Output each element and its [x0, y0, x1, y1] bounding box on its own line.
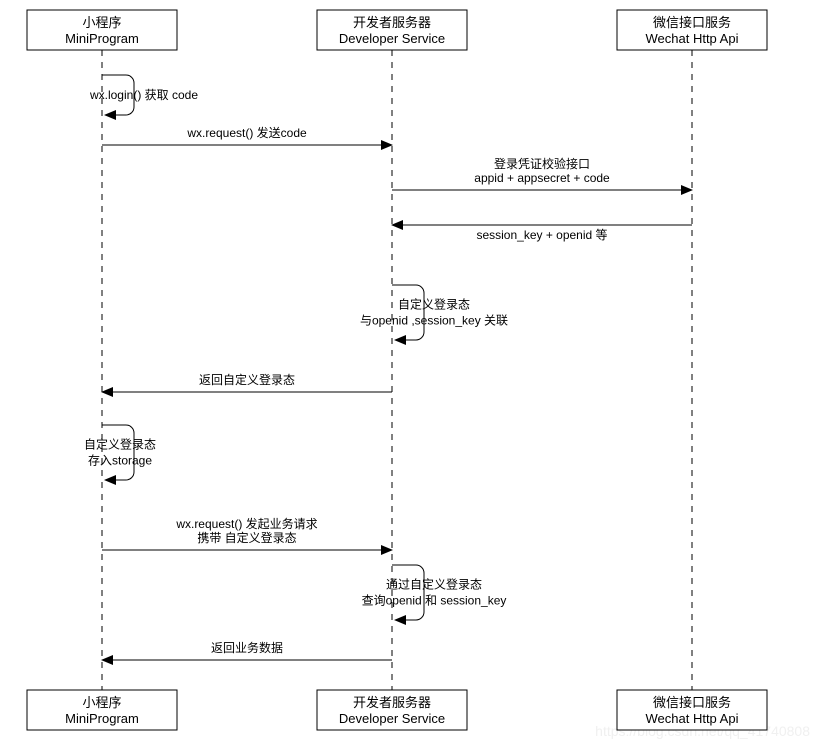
- svg-text:MiniProgram: MiniProgram: [65, 711, 139, 726]
- self-msg-label-4-1: 与openid ,session_key 关联: [360, 314, 508, 328]
- svg-text:Wechat Http Api: Wechat Http Api: [646, 31, 739, 46]
- self-msg-6: [102, 425, 134, 480]
- msg-label-7-1: 携带 自定义登录态: [197, 530, 296, 545]
- svg-text:微信接口服务: 微信接口服务: [653, 15, 731, 30]
- svg-text:小程序: 小程序: [82, 15, 121, 30]
- self-msg-label-8-0: 通过自定义登录态: [386, 577, 482, 592]
- self-msg-label-0-0: wx.login() 获取 code: [89, 88, 198, 102]
- self-msg-label-6-0: 自定义登录态: [84, 437, 156, 452]
- sequence-diagram: https://blog.csdn.net/qq_41740808小程序Mini…: [0, 0, 820, 744]
- actor-wechat-bottom: 微信接口服务Wechat Http Api: [617, 690, 767, 730]
- msg-label-5-0: 返回自定义登录态: [199, 372, 295, 387]
- svg-text:开发者服务器: 开发者服务器: [353, 695, 431, 710]
- self-msg-label-4-0: 自定义登录态: [398, 297, 470, 312]
- actor-mini-bottom: 小程序MiniProgram: [27, 690, 177, 730]
- self-msg-label-6-1: 存入storage: [88, 454, 152, 468]
- msg-label-1-0: wx.request() 发送code: [186, 125, 307, 140]
- self-msg-8: [392, 565, 424, 620]
- actor-dev-top: 开发者服务器Developer Service: [317, 10, 467, 50]
- svg-text:Developer Service: Developer Service: [339, 31, 445, 46]
- msg-label-9-0: 返回业务数据: [211, 640, 283, 655]
- svg-text:微信接口服务: 微信接口服务: [653, 695, 731, 710]
- msg-label-7-0: wx.request() 发起业务请求: [175, 516, 317, 531]
- msg-label-2-1: appid + appsecret + code: [474, 171, 610, 185]
- svg-text:Wechat Http Api: Wechat Http Api: [646, 711, 739, 726]
- actor-dev-bottom: 开发者服务器Developer Service: [317, 690, 467, 730]
- actor-mini-top: 小程序MiniProgram: [27, 10, 177, 50]
- msg-label-2-0: 登录凭证校验接口: [494, 156, 590, 171]
- svg-text:小程序: 小程序: [82, 695, 121, 710]
- msg-label-3-0: session_key + openid 等: [476, 228, 607, 242]
- self-msg-4: [392, 285, 424, 340]
- svg-text:MiniProgram: MiniProgram: [65, 31, 139, 46]
- self-msg-label-8-1: 查询openid 和 session_key: [362, 594, 507, 608]
- actor-wechat-top: 微信接口服务Wechat Http Api: [617, 10, 767, 50]
- svg-text:开发者服务器: 开发者服务器: [353, 15, 431, 30]
- svg-text:Developer Service: Developer Service: [339, 711, 445, 726]
